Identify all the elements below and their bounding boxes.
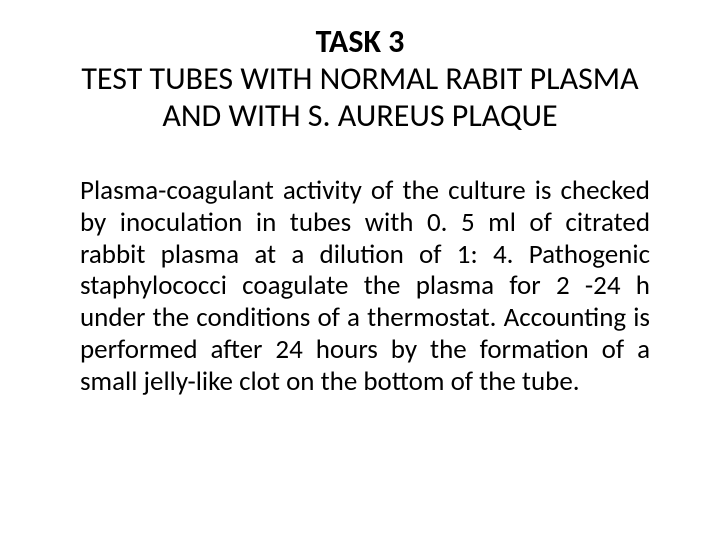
body-paragraph: Plasma-coagulant activity of the culture…	[50, 175, 670, 398]
task-label: TASK 3	[50, 24, 670, 59]
slide-container: TASK 3 TEST TUBES WITH NORMAL RABIT PLAS…	[0, 0, 720, 540]
slide-title: TEST TUBES WITH NORMAL RABIT PLASMA AND …	[50, 61, 670, 135]
